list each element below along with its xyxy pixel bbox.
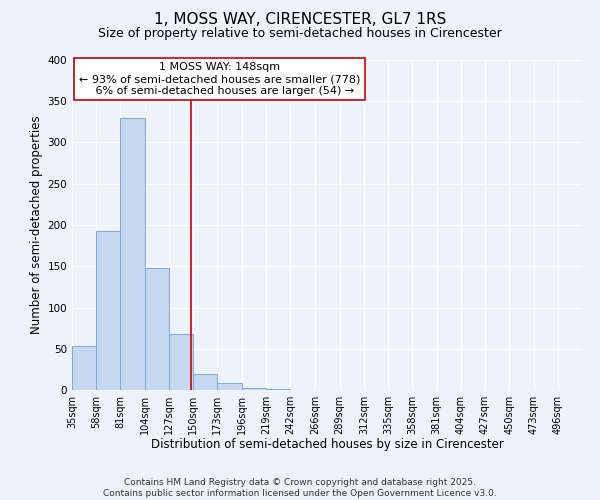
Text: 1, MOSS WAY, CIRENCESTER, GL7 1RS: 1, MOSS WAY, CIRENCESTER, GL7 1RS <box>154 12 446 28</box>
Text: 1 MOSS WAY: 148sqm
← 93% of semi-detached houses are smaller (778)
   6% of semi: 1 MOSS WAY: 148sqm ← 93% of semi-detache… <box>79 62 360 96</box>
Y-axis label: Number of semi-detached properties: Number of semi-detached properties <box>30 116 43 334</box>
Bar <box>266 389 290 390</box>
X-axis label: Distribution of semi-detached houses by size in Cirencester: Distribution of semi-detached houses by … <box>151 438 503 452</box>
Bar <box>193 374 217 390</box>
Bar <box>121 118 145 390</box>
Text: Contains HM Land Registry data © Crown copyright and database right 2025.
Contai: Contains HM Land Registry data © Crown c… <box>103 478 497 498</box>
Bar <box>96 231 121 390</box>
Bar <box>72 346 96 390</box>
Text: Size of property relative to semi-detached houses in Cirencester: Size of property relative to semi-detach… <box>98 28 502 40</box>
Bar <box>169 334 193 390</box>
Bar <box>145 268 169 390</box>
Bar <box>242 388 266 390</box>
Bar <box>217 384 242 390</box>
